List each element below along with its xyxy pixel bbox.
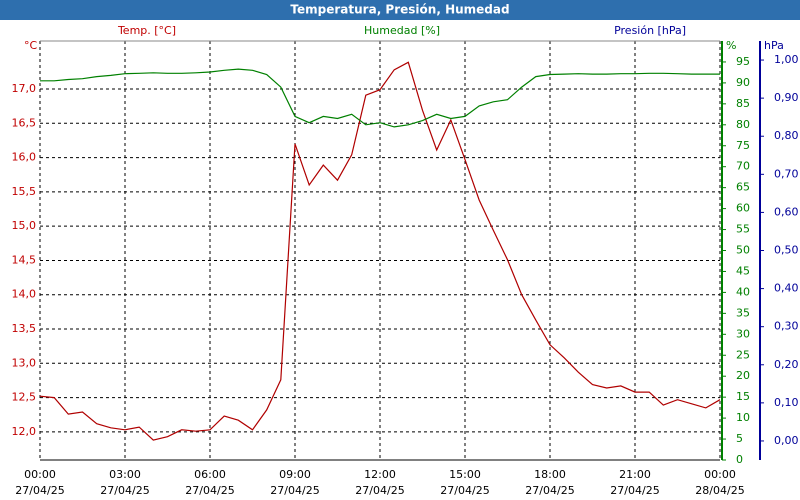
y2-unit: % bbox=[726, 39, 736, 52]
x-tick-date: 27/04/25 bbox=[355, 484, 404, 497]
y2-tick-label: 95 bbox=[736, 55, 750, 68]
y3-tick-label: 0,50 bbox=[774, 244, 799, 257]
y2-tick-label: 45 bbox=[736, 264, 750, 277]
y3-tick-label: 1,00 bbox=[774, 53, 799, 66]
x-tick-label: 09:00 bbox=[279, 468, 311, 481]
y3-tick-label: 0,40 bbox=[774, 282, 799, 295]
x-tick-label: 00:00 bbox=[704, 468, 736, 481]
x-tick-label: 03:00 bbox=[109, 468, 141, 481]
y2-tick-label: 70 bbox=[736, 160, 750, 173]
y3-axis-label: Presión [hPa] bbox=[614, 24, 686, 37]
x-tick-label: 18:00 bbox=[534, 468, 566, 481]
y2-tick-label: 40 bbox=[736, 285, 750, 298]
x-tick-date: 27/04/25 bbox=[610, 484, 659, 497]
y-axis-label: Temp. [°C] bbox=[117, 24, 176, 37]
y-unit: °C bbox=[24, 39, 38, 52]
y-tick-label: 12,0 bbox=[12, 425, 37, 438]
y3-tick-label: 0,80 bbox=[774, 129, 799, 142]
y-tick-label: 17,0 bbox=[12, 82, 37, 95]
x-tick-date: 27/04/25 bbox=[270, 484, 319, 497]
y2-tick-label: 85 bbox=[736, 97, 750, 110]
y-tick-label: 13,0 bbox=[12, 356, 37, 369]
y2-tick-label: 0 bbox=[736, 453, 743, 466]
y2-tick-label: 90 bbox=[736, 76, 750, 89]
x-tick-date: 27/04/25 bbox=[100, 484, 149, 497]
y-tick-label: 15,0 bbox=[12, 219, 37, 232]
x-tick-date: 27/04/25 bbox=[185, 484, 234, 497]
y-tick-label: 16,0 bbox=[12, 151, 37, 164]
x-tick-label: 12:00 bbox=[364, 468, 396, 481]
y3-unit: hPa bbox=[764, 39, 784, 52]
y3-tick-label: 0,70 bbox=[774, 167, 799, 180]
y2-tick-label: 80 bbox=[736, 118, 750, 131]
y-tick-label: 14,0 bbox=[12, 288, 37, 301]
y2-tick-label: 65 bbox=[736, 181, 750, 194]
y2-axis-label: Humedad [%] bbox=[364, 24, 440, 37]
series-line bbox=[40, 68, 720, 128]
y3-tick-label: 0,90 bbox=[774, 91, 799, 104]
y3-tick-label: 0,10 bbox=[774, 396, 799, 409]
y-tick-label: 15,5 bbox=[12, 185, 37, 198]
y2-tick-label: 20 bbox=[736, 369, 750, 382]
x-tick-date: 27/04/25 bbox=[440, 484, 489, 497]
y2-tick-label: 50 bbox=[736, 244, 750, 257]
chart-title: Temperatura, Presión, Humedad bbox=[290, 3, 509, 17]
y-tick-label: 13,5 bbox=[12, 322, 37, 335]
y2-tick-label: 25 bbox=[736, 348, 750, 361]
y2-tick-label: 35 bbox=[736, 306, 750, 319]
y-tick-label: 14,5 bbox=[12, 253, 37, 266]
y-tick-label: 16,5 bbox=[12, 116, 37, 129]
y3-tick-label: 0,60 bbox=[774, 205, 799, 218]
x-tick-date: 27/04/25 bbox=[15, 484, 64, 497]
y2-tick-label: 10 bbox=[736, 411, 750, 424]
y2-tick-label: 55 bbox=[736, 223, 750, 236]
x-tick-label: 21:00 bbox=[619, 468, 651, 481]
y-tick-label: 12,5 bbox=[12, 391, 37, 404]
x-tick-label: 00:00 bbox=[24, 468, 56, 481]
x-tick-date: 27/04/25 bbox=[525, 484, 574, 497]
y3-tick-label: 0,00 bbox=[774, 434, 799, 447]
x-tick-label: 06:00 bbox=[194, 468, 226, 481]
y2-tick-label: 15 bbox=[736, 390, 750, 403]
title-bar bbox=[0, 0, 800, 20]
y3-tick-label: 0,30 bbox=[774, 320, 799, 333]
y2-tick-label: 5 bbox=[736, 432, 743, 445]
y2-tick-label: 75 bbox=[736, 139, 750, 152]
y2-tick-label: 60 bbox=[736, 202, 750, 215]
x-tick-date: 28/04/25 bbox=[695, 484, 744, 497]
x-tick-label: 15:00 bbox=[449, 468, 481, 481]
y3-tick-label: 0,20 bbox=[774, 358, 799, 371]
series-line bbox=[39, 61, 721, 441]
y2-tick-label: 30 bbox=[736, 327, 750, 340]
